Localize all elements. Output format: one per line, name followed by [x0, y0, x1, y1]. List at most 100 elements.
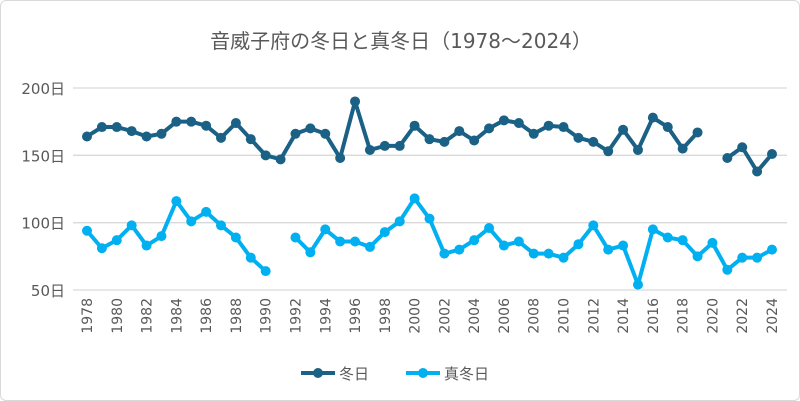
data-point [335, 236, 346, 247]
data-point [439, 248, 450, 259]
series-line [294, 196, 773, 287]
data-point [707, 237, 718, 248]
data-point [498, 115, 509, 126]
x-tick-label: 2022 [735, 298, 751, 334]
data-point [528, 128, 539, 139]
data-point [364, 241, 375, 252]
x-tick-label: 2018 [676, 298, 692, 334]
x-tick-label: 2012 [586, 298, 602, 334]
x-tick-label: 1996 [348, 298, 364, 334]
x-tick-label: 2020 [705, 298, 721, 334]
chart-title: 音威子府の冬日と真冬日（1978～2024） [210, 29, 592, 53]
x-tick-label: 1980 [110, 298, 126, 334]
series-0 [82, 96, 777, 177]
data-point [260, 266, 271, 277]
data-point [305, 123, 316, 134]
legend-marker [418, 368, 428, 378]
data-point [126, 220, 137, 231]
data-point [424, 213, 435, 224]
data-point [290, 232, 301, 243]
series-1 [82, 193, 777, 290]
data-point [409, 120, 420, 131]
data-point [171, 116, 182, 127]
data-point [216, 220, 227, 231]
data-point [230, 118, 241, 129]
series-line [726, 145, 774, 174]
data-point [379, 227, 390, 238]
x-tick-label: 1982 [140, 298, 156, 334]
data-point [171, 196, 182, 207]
x-tick-label: 2008 [527, 298, 543, 334]
data-point [96, 243, 107, 254]
x-tick-label: 2014 [616, 298, 632, 334]
data-point [722, 153, 733, 164]
x-tick-label: 1992 [288, 298, 304, 334]
data-point [290, 128, 301, 139]
data-point [156, 231, 167, 242]
data-point [543, 120, 554, 131]
data-point [632, 279, 643, 290]
data-point [275, 154, 286, 165]
x-tick-label: 1986 [199, 298, 215, 334]
data-point [379, 140, 390, 151]
legend-label: 真冬日 [444, 365, 489, 383]
data-point [692, 251, 703, 262]
data-point [722, 264, 733, 275]
data-point [558, 252, 569, 263]
data-point [320, 128, 331, 139]
data-point [245, 252, 256, 263]
data-point [603, 244, 614, 255]
data-point [454, 126, 465, 137]
legend-marker [313, 368, 323, 378]
x-tick-label: 1984 [169, 298, 185, 334]
x-tick-label: 2024 [765, 298, 781, 334]
data-point [409, 193, 420, 204]
data-point [558, 122, 569, 133]
data-point [260, 150, 271, 161]
data-point [752, 252, 763, 263]
data-point [692, 127, 703, 138]
data-point [141, 131, 152, 142]
x-tick-label: 2010 [557, 298, 573, 334]
data-point [513, 236, 524, 247]
data-point [528, 248, 539, 259]
x-tick-label: 1998 [378, 298, 394, 334]
data-point [484, 123, 495, 134]
data-point [186, 116, 197, 127]
data-point [469, 235, 480, 246]
data-point [186, 216, 197, 227]
data-point [96, 122, 107, 133]
data-point [394, 140, 405, 151]
data-point [767, 244, 777, 255]
x-tick-label: 1988 [229, 298, 245, 334]
data-point [305, 247, 316, 258]
data-point [82, 131, 92, 142]
data-point [439, 136, 450, 147]
data-point [752, 166, 763, 177]
data-point [350, 96, 361, 107]
data-point [618, 240, 629, 251]
data-point [767, 148, 777, 159]
x-tick-label: 2004 [467, 298, 483, 334]
data-point [677, 143, 688, 154]
data-point [201, 206, 212, 217]
data-point [618, 124, 629, 135]
data-point [454, 244, 465, 255]
data-point [424, 134, 435, 145]
data-point [647, 112, 658, 123]
x-tick-label: 1994 [318, 298, 334, 334]
data-point [216, 132, 227, 143]
data-point [573, 132, 584, 143]
data-point [335, 153, 346, 164]
data-point [230, 232, 241, 243]
data-point [394, 216, 405, 227]
x-tick-label: 1978 [80, 298, 96, 334]
y-tick-label: 200日 [21, 80, 65, 98]
data-point [603, 146, 614, 157]
x-tick-label: 2016 [646, 298, 662, 334]
data-point [498, 240, 509, 251]
x-tick-label: 1990 [259, 298, 275, 334]
data-point [320, 224, 331, 235]
